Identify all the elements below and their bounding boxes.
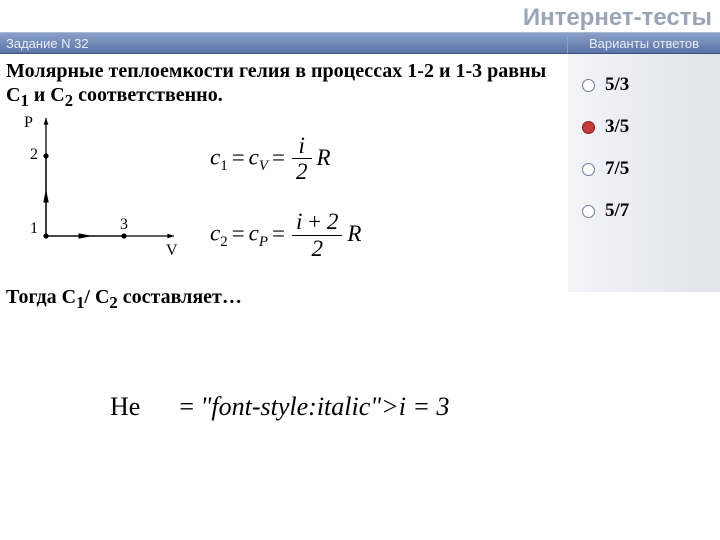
answer-option-3[interactable]: 7/5 — [568, 148, 720, 190]
radio-icon[interactable] — [582, 121, 595, 134]
degrees-of-freedom: = "font-style:italic">i = 3 — [179, 392, 449, 421]
pv-diagram-svg — [14, 116, 184, 276]
axis-label-x: V — [166, 242, 178, 260]
header-bars: Задание N 32 Варианты ответов — [0, 32, 720, 54]
pv-diagram: P V 1 2 3 — [14, 116, 184, 276]
formula-c1: c1=cV=i2R — [210, 134, 361, 184]
question-area: Молярные теплоемкости гелия в процессах … — [0, 54, 568, 317]
option-label: 7/5 — [605, 158, 629, 180]
axis-label-y: P — [24, 114, 33, 132]
conclusion-text: Тогда С1/ С2 составляет… — [6, 286, 562, 313]
option-label: 3/5 — [605, 116, 629, 138]
formula-c2: c2=cP=i + 22R — [210, 210, 361, 260]
helium-note: He = "font-style:italic">i = 3 — [110, 392, 450, 422]
answer-option-4[interactable]: 5/7 — [568, 190, 720, 232]
option-label: 5/3 — [605, 74, 629, 96]
answer-option-1[interactable]: 5/3 — [568, 64, 720, 106]
answers-bar: Варианты ответов — [567, 32, 720, 54]
radio-icon[interactable] — [582, 163, 595, 176]
option-label: 5/7 — [605, 200, 629, 222]
answer-option-2[interactable]: 3/5 — [568, 106, 720, 148]
options-panel: 5/3 3/5 7/5 5/7 — [568, 54, 720, 292]
content: Молярные теплоемкости гелия в процессах … — [0, 54, 720, 317]
point-label-3: 3 — [120, 216, 128, 234]
page-title: Интернет-тесты — [0, 0, 720, 32]
radio-icon[interactable] — [582, 79, 595, 92]
radio-icon[interactable] — [582, 205, 595, 218]
point-label-1: 1 — [30, 220, 38, 238]
question-text: Молярные теплоемкости гелия в процессах … — [6, 60, 562, 110]
element-symbol: He — [110, 392, 140, 421]
point-label-2: 2 — [30, 146, 38, 164]
task-bar: Задание N 32 — [0, 32, 567, 54]
formula-block: c1=cV=i2R c2=cP=i + 22R — [210, 134, 361, 261]
